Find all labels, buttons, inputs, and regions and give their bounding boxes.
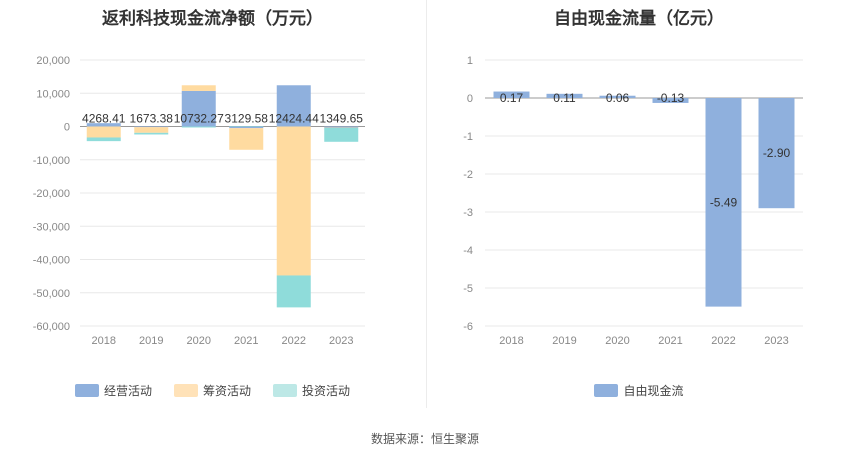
net-data-label: 10732.27 — [174, 112, 224, 126]
y-tick-label: -20,000 — [33, 188, 70, 200]
net-data-label: 12424.44 — [269, 112, 319, 126]
right-legend: 自由现金流 — [428, 382, 850, 399]
bar-segment — [324, 127, 359, 128]
y-tick-label: -50,000 — [33, 288, 70, 300]
y-tick-label: 0 — [64, 122, 70, 134]
legend-item-operating[interactable]: 经营活动 — [74, 382, 152, 399]
bar-segment — [276, 275, 311, 308]
x-tick-label: 2019 — [139, 335, 163, 347]
net-data-label: 1349.65 — [320, 112, 364, 126]
data-label: -0.13 — [657, 91, 685, 105]
bar-segment — [134, 132, 169, 135]
bar — [705, 98, 742, 307]
legend-label-operating: 经营活动 — [103, 384, 152, 398]
bar-segment — [181, 85, 216, 91]
data-label: 0.06 — [606, 91, 630, 105]
bar-segment — [86, 126, 121, 138]
x-tick-label: 2020 — [187, 335, 211, 347]
bar — [546, 93, 583, 98]
y-tick-label: -30,000 — [33, 221, 70, 233]
legend-swatch-free-cash-flow — [594, 384, 619, 397]
x-tick-label: 2023 — [764, 335, 788, 347]
y-tick-label: 1 — [467, 55, 473, 67]
bar-segment — [181, 90, 216, 127]
legend-swatch-financing — [173, 384, 198, 397]
legend-item-investing[interactable]: 投资活动 — [273, 382, 350, 399]
y-tick-label: -4 — [463, 245, 473, 257]
y-tick-label: 0 — [467, 93, 473, 105]
legend-label-investing: 投资活动 — [302, 384, 351, 398]
panel-divider — [426, 0, 427, 408]
data-label: -5.49 — [710, 195, 738, 209]
legend-label-free-cash-flow: 自由现金流 — [623, 384, 684, 398]
data-source: 数据来源：恒生聚源 — [370, 432, 479, 446]
y-tick-label: -5 — [463, 283, 473, 295]
data-label: -2.90 — [763, 146, 791, 160]
left-legend: 经营活动 筹资活动 投资活动 — [0, 382, 425, 399]
y-tick-label: -1 — [463, 131, 473, 143]
x-tick-label: 2020 — [605, 335, 629, 347]
y-tick-label: -6 — [463, 321, 473, 333]
bar-segment — [276, 85, 311, 127]
cash-flow-chart-panel: 返利科技现金流净额（万元） 20,000 10,000 0 -10,000 -20,00… — [0, 0, 425, 410]
bar-segment — [276, 126, 311, 276]
y-tick-label: -60,000 — [33, 321, 70, 333]
net-data-label: 4268.41 — [82, 112, 126, 126]
y-tick-label: 20,000 — [36, 55, 70, 67]
x-tick-label: 2022 — [282, 335, 306, 347]
x-tick-label: 2019 — [552, 335, 576, 347]
legend-item-free-cash-flow[interactable]: 自由现金流 — [594, 382, 684, 399]
free-cash-flow-chart: 1 0 -1 -2 -3 -4 -5 -6 2018 0.17 2019 0.11 2020 0.06 20… — [463, 55, 803, 347]
left-chart-title: 返利科技现金流净额（万元） — [102, 9, 323, 28]
data-label: 0.17 — [500, 91, 524, 105]
bar-segment — [229, 128, 264, 150]
bar — [493, 91, 530, 98]
bar — [758, 98, 795, 209]
right-chart-title: 自由现金流量（亿元） — [554, 9, 724, 28]
free-cash-flow-chart-panel: 自由现金流量（亿元） 1 0 -1 -2 -3 -4 -5 -6 2018 0.17 2019 0.1… — [428, 0, 850, 410]
x-tick-label: 2021 — [658, 335, 682, 347]
bar-segment — [181, 126, 216, 128]
x-tick-label: 2018 — [499, 335, 523, 347]
x-tick-label: 2018 — [92, 335, 116, 347]
y-tick-label: -2 — [463, 169, 473, 181]
net-data-label: 1673.38 — [130, 112, 174, 126]
legend-swatch-operating — [74, 384, 99, 397]
bar-segment — [229, 126, 264, 127]
x-tick-label: 2021 — [234, 335, 258, 347]
y-tick-label: -40,000 — [33, 255, 70, 267]
y-tick-label: -3 — [463, 207, 473, 219]
bar-segment — [134, 127, 169, 133]
bar-segment — [86, 123, 121, 127]
bar-segment — [86, 137, 121, 142]
legend-item-financing[interactable]: 筹资活动 — [173, 382, 251, 399]
legend-label-financing: 筹资活动 — [202, 384, 251, 398]
cash-flow-chart: 20,000 10,000 0 -10,000 -20,000 -30,000 -40,00… — [33, 55, 365, 347]
bar — [599, 95, 636, 98]
bar-segment — [324, 127, 359, 142]
y-tick-label: -10,000 — [33, 155, 70, 167]
net-data-label: 3129.58 — [225, 112, 269, 126]
data-label: 0.11 — [553, 91, 576, 105]
bar-segment — [324, 126, 359, 128]
x-tick-label: 2022 — [711, 335, 735, 347]
y-tick-label: 10,000 — [36, 88, 70, 100]
x-tick-label: 2023 — [329, 335, 353, 347]
bar-segment — [134, 126, 169, 128]
bar — [652, 98, 689, 103]
legend-swatch-investing — [273, 384, 297, 397]
bar-segment — [229, 126, 264, 129]
